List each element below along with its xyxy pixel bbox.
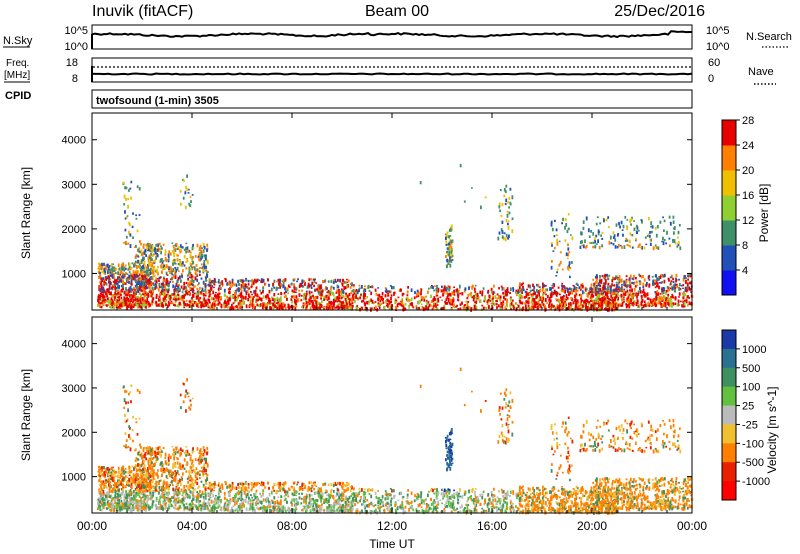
- power-heatmap: [97, 163, 694, 312]
- station-title: Inuvik (fitACF): [92, 3, 193, 20]
- velocity-colorbar: 1000 500 100 25 -25 -100 -500 -1000: [721, 329, 770, 501]
- velocity-heatmap: [97, 367, 694, 515]
- y-tick-label: 2000: [62, 224, 86, 236]
- nsky-label: N.Sky: [3, 35, 33, 47]
- x-tick-label: 12:00: [377, 519, 407, 533]
- x-tick-label: 00:00: [677, 519, 707, 533]
- colorbar-tick: 4: [742, 265, 748, 277]
- nave-label: Nave: [748, 66, 774, 78]
- colorbar-tick: 20: [742, 165, 754, 177]
- freq-tick-top: 18: [66, 57, 78, 69]
- power-axes: 1000 2000 3000 4000: [62, 135, 692, 280]
- power-colorbar: 4 8 12 16 20 24 28: [721, 115, 754, 296]
- nsky-tick-top: 10^5: [64, 25, 88, 37]
- colorbar-tick: 16: [742, 190, 754, 202]
- y-tick-label: 3000: [62, 383, 86, 395]
- colorbar-tick: 28: [742, 115, 754, 127]
- colorbar-tick: -25: [742, 419, 758, 431]
- y-tick-label: 1000: [62, 472, 86, 484]
- x-axis-label: Time UT: [369, 537, 415, 551]
- nsky-panel: N.Sky 10^5 10^0 10^5 10^0 N.Search: [3, 24, 792, 53]
- colorbar-tick: 12: [742, 215, 754, 227]
- freq-trace: [91, 72, 693, 76]
- colorbar-tick: -500: [742, 457, 764, 469]
- y-tick-label: 4000: [62, 339, 86, 351]
- velocity-cbar-label: Velocity [m s^-1]: [765, 387, 779, 474]
- nsearch-tick-top: 10^5: [706, 25, 730, 37]
- x-tick-label: 00:00: [77, 519, 107, 533]
- freq-unit: [MHz]: [4, 70, 30, 81]
- beam-title: Beam 00: [365, 3, 429, 20]
- colorbar-tick: 25: [742, 401, 754, 413]
- y-tick-label: 3000: [62, 179, 86, 191]
- velocity-panel: 1000 2000 3000 4000 Slant Range [km] 1000 50…: [19, 316, 779, 515]
- y-tick-label: 4000: [62, 135, 86, 147]
- colorbar-tick: 1000: [742, 344, 766, 356]
- colorbar-tick: -1000: [742, 476, 770, 488]
- nsearch-tick-bottom: 10^0: [706, 41, 730, 53]
- x-tick-label: 16:00: [477, 519, 507, 533]
- velocity-ylabel: Slant Range [km]: [19, 369, 33, 461]
- colorbar-tick: 8: [742, 240, 748, 252]
- nsearch-label: N.Search: [746, 31, 792, 43]
- colorbar-tick: -100: [742, 438, 764, 450]
- cpid-panel: CPID twofsound (1-min) 3505: [5, 89, 693, 109]
- y-tick-label: 2000: [62, 427, 86, 439]
- x-tick-label: 04:00: [177, 519, 207, 533]
- time-axis: 00:00 04:00 08:00 12:00 16:00 20:00 00:00: [77, 113, 707, 533]
- freq-tick-bottom: 8: [72, 73, 78, 85]
- power-panel: 1000 2000 3000 4000 Slant Range [km] 4 8 12 16…: [19, 112, 771, 312]
- nave-tick-top: 60: [708, 57, 720, 69]
- nave-tick-bottom: 0: [708, 73, 714, 85]
- date-title: 25/Dec/2016: [614, 3, 705, 20]
- velocity-axes: 1000 2000 3000 4000: [62, 339, 692, 484]
- nsky-trace: [91, 30, 692, 39]
- y-tick-label: 1000: [62, 268, 86, 280]
- freq-label: Freq.: [6, 58, 29, 69]
- cpid-program: twofsound (1-min) 3505: [96, 95, 219, 107]
- colorbar-tick: 500: [742, 363, 760, 375]
- nsky-tick-bottom: 10^0: [64, 41, 88, 53]
- power-ylabel: Slant Range [km]: [19, 167, 33, 259]
- colorbar-tick: 24: [742, 140, 754, 152]
- power-cbar-label: Power [dB]: [757, 184, 771, 243]
- freq-panel: Freq. [MHz] 18 8 60 0 Nave: [4, 57, 776, 85]
- x-tick-label: 20:00: [577, 519, 607, 533]
- cpid-label: CPID: [5, 90, 31, 102]
- colorbar-tick: 100: [742, 382, 760, 394]
- x-tick-label: 08:00: [277, 519, 307, 533]
